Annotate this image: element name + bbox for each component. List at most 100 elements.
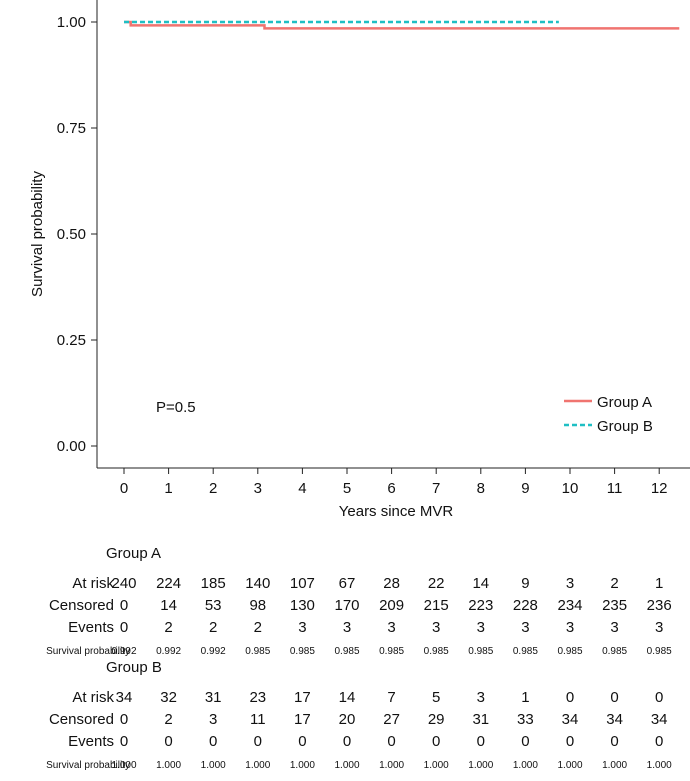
risk-table-cell: 67 <box>338 575 356 592</box>
risk-table-cell: 0 <box>119 597 129 614</box>
risk-table-cell: 0.992 <box>111 646 137 657</box>
risk-table-cell: 3 <box>476 619 485 636</box>
risk-table-cell: 0.985 <box>557 646 583 657</box>
risk-table-cell: 3 <box>342 619 352 636</box>
x-tick-label: 8 <box>477 480 485 497</box>
risk-table-cell: 14 <box>160 597 177 614</box>
x-axis-label: Years since MVR <box>339 503 454 520</box>
risk-table-cell: 9 <box>521 575 530 592</box>
risk-table-cell: 1.000 <box>111 760 137 771</box>
risk-table-cell: 3 <box>565 575 575 592</box>
risk-table-cell: 0.985 <box>289 646 315 657</box>
risk-table-cell: 2 <box>253 619 262 636</box>
risk-table-cell: 0.985 <box>468 646 494 657</box>
risk-table-cell: 28 <box>383 575 400 592</box>
risk-table-cell: 32 <box>160 689 177 706</box>
risk-table-row-label: Survival probability <box>46 646 130 657</box>
risk-table-cell: 0 <box>655 733 664 750</box>
risk-table-cell: 17 <box>294 711 311 728</box>
risk-table-row-label: Censored <box>48 711 114 728</box>
x-tick-label: 10 <box>562 480 579 497</box>
risk-table-cell: 1.000 <box>423 760 449 771</box>
risk-table-group-title: Group B <box>106 659 162 676</box>
risk-table-cell: 34 <box>115 689 133 706</box>
risk-table-cell: 33 <box>517 711 534 728</box>
risk-table-cell: 0 <box>432 733 441 750</box>
y-tick-label: 0.25 <box>57 332 86 349</box>
risk-table-cell: 1.000 <box>200 760 226 771</box>
risk-table-cell: 0 <box>298 733 307 750</box>
risk-table-cell: 1.000 <box>602 760 628 771</box>
risk-table-cell: 3 <box>521 619 530 636</box>
risk-table-cell: 0.985 <box>512 646 538 657</box>
risk-table-row-label: Censored <box>48 597 114 614</box>
risk-table-cell: 17 <box>294 689 311 706</box>
risk-table-cell: 0 <box>119 711 129 728</box>
x-tick-label: 3 <box>254 480 262 497</box>
risk-table-cell: 29 <box>427 711 445 728</box>
risk-table-cell: 1.000 <box>512 760 538 771</box>
risk-table-cell: 0.985 <box>646 646 672 657</box>
curve-group-a <box>124 20 680 30</box>
risk-table-cell: 234 <box>557 597 583 614</box>
risk-table-cell: 0 <box>342 733 352 750</box>
p-value-annotation: P=0.5 <box>156 399 196 416</box>
risk-table-cell: 1.000 <box>646 760 672 771</box>
y-tick-label: 0.75 <box>57 120 86 137</box>
risk-table-cell: 1.000 <box>156 760 182 771</box>
risk-table-cell: 224 <box>156 575 182 592</box>
risk-table-row-label: Events <box>68 619 114 636</box>
risk-table-cell: 0.985 <box>602 646 628 657</box>
risk-table-cell: 209 <box>379 597 405 614</box>
risk-table-cell: 240 <box>111 575 137 592</box>
risk-table-cell: 0.992 <box>156 646 182 657</box>
risk-table-cell: 31 <box>204 689 222 706</box>
risk-table-cell: 34 <box>650 711 668 728</box>
risk-table-cell: 107 <box>289 575 315 592</box>
risk-table-cell: 0.985 <box>334 646 360 657</box>
risk-table-cell: 0 <box>119 619 129 636</box>
risk-table-cell: 0.985 <box>423 646 449 657</box>
legend: Group A Group B <box>564 394 653 435</box>
risk-table-cell: 0 <box>387 733 396 750</box>
risk-table-cell: 0 <box>655 689 664 706</box>
risk-table-cell: 3 <box>476 689 485 706</box>
x-tick-label: 5 <box>343 480 351 497</box>
risk-table-cell: 0.992 <box>200 646 226 657</box>
risk-table-cell: 130 <box>289 597 315 614</box>
risk-table-cell: 3 <box>209 711 218 728</box>
risk-table-cell: 0 <box>253 733 262 750</box>
risk-table-cell: 53 <box>204 597 222 614</box>
risk-table-cell: 3 <box>610 619 619 636</box>
y-tick-label: 0.00 <box>57 438 86 455</box>
risk-table-cell: 1.000 <box>245 760 271 771</box>
risk-table-cell: 2 <box>164 619 173 636</box>
risk-table-cell: 0 <box>119 733 129 750</box>
x-tick-label: 6 <box>387 480 395 497</box>
risk-table-cell: 0.985 <box>245 646 271 657</box>
risk-table-cell: 7 <box>387 689 396 706</box>
risk-table-cell: 11 <box>250 711 266 728</box>
x-tick-label: 2 <box>209 480 217 497</box>
x-ticks: 0 1 2 3 4 5 6 7 8 9 10 11 12 <box>120 468 668 497</box>
risk-table-cell: 5 <box>432 689 441 706</box>
y-axis-label: Survival probability <box>29 171 46 297</box>
risk-table-cell: 170 <box>334 597 360 614</box>
risk-table-cell: 228 <box>512 597 538 614</box>
survival-curves <box>124 20 680 30</box>
risk-table-cell: 0 <box>521 733 530 750</box>
x-tick-label: 0 <box>120 480 128 497</box>
risk-table-cell: 0 <box>565 733 575 750</box>
risk-table-row-label: At risk <box>72 575 114 592</box>
risk-table-cell: 1.000 <box>334 760 360 771</box>
risk-table-cell: 31 <box>472 711 490 728</box>
risk-table-cell: 2 <box>610 575 619 592</box>
risk-table-cell: 1 <box>521 689 530 706</box>
y-ticks: 0.00 0.25 0.50 0.75 1.00 <box>57 14 97 455</box>
risk-table-cell: 223 <box>468 597 494 614</box>
risk-table-cell: 3 <box>432 619 441 636</box>
risk-table-cell: 1.000 <box>289 760 315 771</box>
risk-table-cell: 235 <box>602 597 628 614</box>
risk-table-cell: 0 <box>565 689 575 706</box>
y-tick-label: 0.50 <box>57 226 86 243</box>
